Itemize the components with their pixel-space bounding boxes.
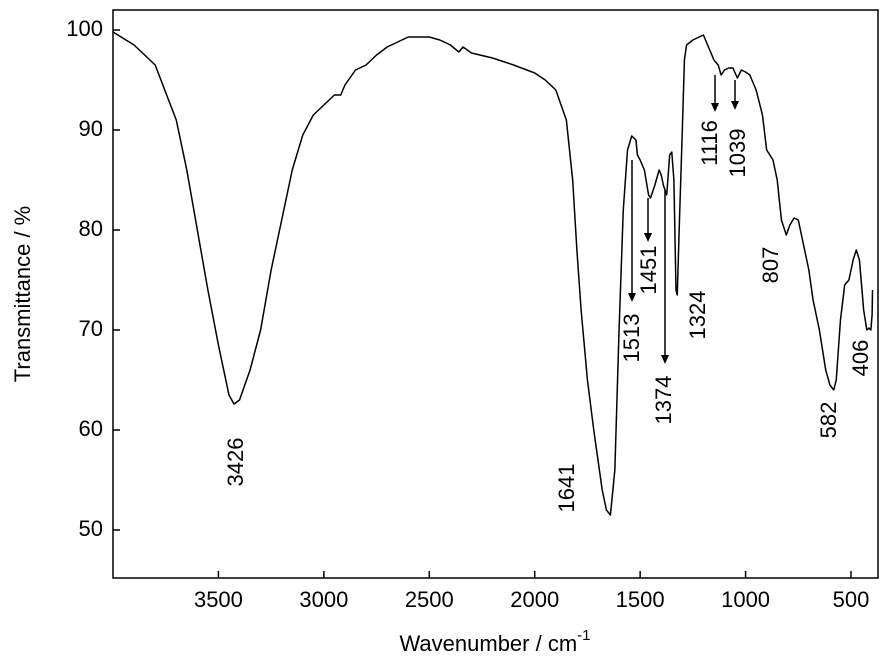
- arrow-head: [711, 103, 719, 112]
- arrow-head: [731, 101, 739, 110]
- y-tick-label: 60: [79, 416, 103, 441]
- x-tick-label: 500: [833, 587, 870, 612]
- x-tick-label: 2000: [510, 587, 559, 612]
- peak-label: 1116: [697, 120, 722, 166]
- x-tick-label: 1000: [721, 587, 770, 612]
- y-tick-label: 70: [79, 316, 103, 341]
- peak-label: 807: [758, 247, 783, 284]
- peak-label: 406: [848, 340, 873, 377]
- plot-frame: [112, 9, 879, 579]
- y-tick-label: 80: [79, 216, 103, 241]
- arrow-head: [661, 355, 669, 364]
- x-tick-label: 2500: [405, 587, 454, 612]
- peak-label: 1374: [651, 376, 676, 425]
- spectrum-line: [112, 31, 874, 516]
- x-tick-label: 1500: [616, 587, 665, 612]
- x-tick-label: 3000: [299, 587, 348, 612]
- peak-label: 3426: [223, 438, 248, 487]
- peak-label: 1641: [554, 464, 579, 513]
- y-tick-label: 50: [79, 516, 103, 541]
- peak-label: 1451: [636, 246, 661, 295]
- x-axis-label: Wavenumber / cm-1: [399, 627, 590, 656]
- peak-label: 1039: [725, 129, 750, 178]
- arrow-head: [644, 233, 652, 242]
- peak-label: 1324: [685, 291, 710, 340]
- y-tick-label: 100: [66, 16, 103, 41]
- peak-label: 1513: [619, 314, 644, 363]
- x-tick-label: 3500: [194, 587, 243, 612]
- peak-label: 582: [816, 402, 841, 439]
- y-axis-label: Transmittance / %: [10, 206, 35, 382]
- y-tick-label: 90: [79, 116, 103, 141]
- arrow-head: [628, 293, 636, 302]
